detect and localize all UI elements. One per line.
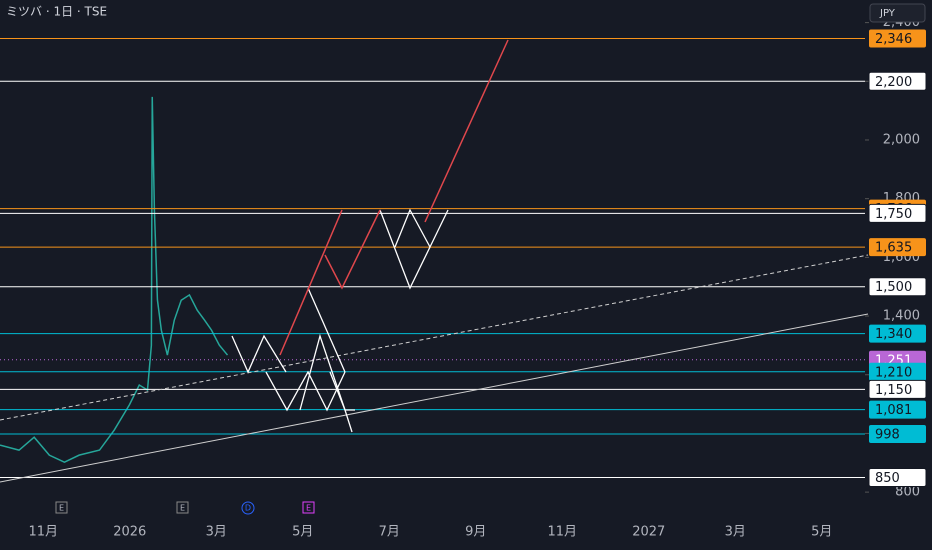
y-tick-label: 800	[895, 485, 920, 500]
level-label: 998	[875, 428, 900, 443]
level-badge	[868, 467, 927, 487]
level-label: 1,500	[875, 280, 912, 295]
level-badge	[869, 425, 926, 444]
level-badge	[869, 362, 926, 381]
path	[307, 287, 346, 373]
level-label: 1,081	[875, 403, 912, 418]
symbol: ミツバ · 1日 · TSE	[6, 5, 107, 19]
events: E E D E	[55, 501, 315, 515]
level-label: 850	[875, 471, 900, 486]
event-box	[302, 501, 315, 514]
level-label: 2,200	[875, 75, 912, 90]
path	[265, 370, 346, 412]
x-tick-label: 2026	[113, 525, 146, 540]
x-tick-label: 3月	[206, 525, 227, 540]
path	[324, 209, 381, 290]
level-label: 2,346	[875, 32, 912, 47]
path	[279, 209, 343, 356]
x-tick-label: 5月	[292, 525, 313, 540]
y-tick-label: 2,000	[883, 132, 920, 147]
time-axis	[0, 515, 865, 550]
level-label: 1,635	[875, 241, 912, 256]
x-tick-label: 7月	[379, 525, 400, 540]
x-tick-label: 11月	[28, 525, 58, 540]
event-box	[55, 501, 68, 514]
x-tick-label: 2027	[632, 525, 665, 540]
level-badge	[868, 277, 927, 297]
x-tick-label: 9月	[465, 525, 486, 540]
event[interactable]: D	[245, 504, 251, 513]
level-label: 1,750	[875, 207, 912, 222]
currency[interactable]: JPY	[879, 8, 896, 19]
level-badge	[868, 203, 927, 223]
price-line	[0, 96, 229, 464]
level-badge	[868, 71, 927, 91]
path	[231, 334, 287, 374]
y-tick-label: 1,400	[883, 309, 920, 324]
level-label: 1,150	[875, 383, 912, 398]
event-box	[241, 501, 255, 515]
trend-line	[0, 313, 869, 483]
path	[424, 39, 509, 223]
x-tick-label: 5月	[811, 525, 832, 540]
level-badge	[869, 324, 926, 343]
level-badge	[869, 29, 926, 48]
event-box	[176, 501, 189, 514]
event[interactable]: E	[59, 504, 64, 513]
path	[379, 209, 431, 290]
path	[299, 333, 353, 433]
level-badge	[869, 238, 926, 257]
drawing	[231, 208, 449, 433]
level-label: 1,340	[875, 327, 912, 342]
x-tick-label: 11月	[547, 525, 577, 540]
level-badge	[868, 379, 927, 399]
path	[329, 371, 355, 411]
trend-line	[0, 254, 869, 421]
currency-box[interactable]	[869, 3, 926, 23]
path	[394, 208, 449, 249]
event[interactable]: E	[306, 504, 311, 513]
drawing	[279, 39, 509, 356]
level-label: 1,210	[875, 365, 912, 380]
level-badge	[869, 400, 926, 419]
x-tick-label: 3月	[725, 525, 746, 540]
event[interactable]: E	[180, 504, 185, 513]
